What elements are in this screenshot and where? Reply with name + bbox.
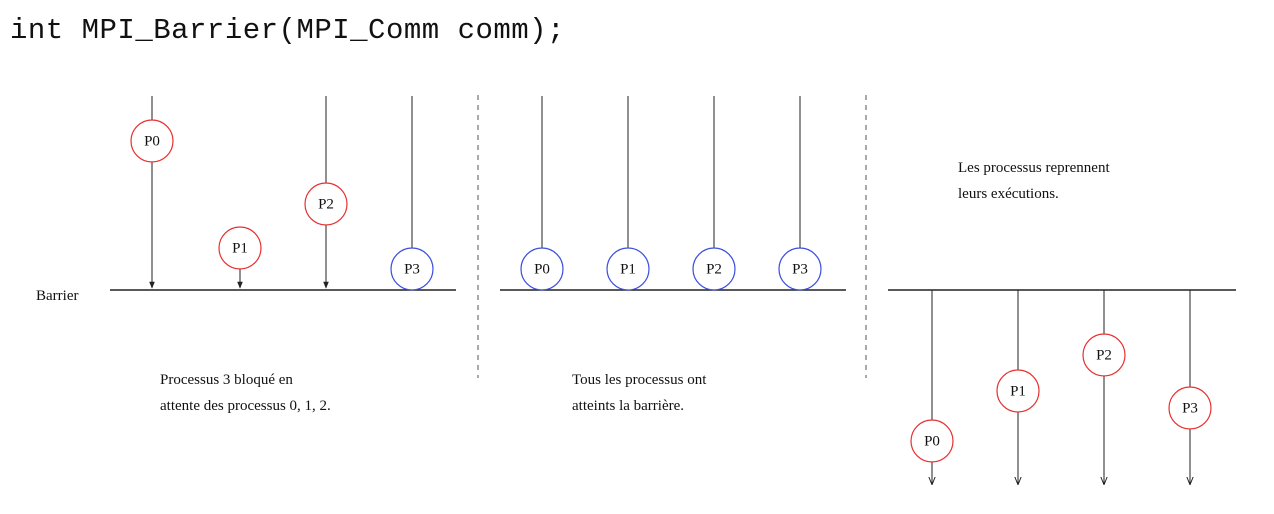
process-node-p0 (520, 247, 564, 291)
process-label-p2: P2 (706, 261, 722, 277)
function-signature: int MPI_Barrier(MPI_Comm comm); (10, 14, 565, 47)
process-label-p0: P0 (534, 261, 550, 277)
process-node-p2 (1082, 333, 1126, 377)
process-label-p1: P1 (232, 240, 248, 256)
process-label-p1: P1 (620, 261, 636, 277)
process-node-p1 (218, 226, 262, 270)
caption-2-line-2: atteints la barrière. (572, 398, 684, 414)
process-node-p3 (778, 247, 822, 291)
process-node-p0 (910, 419, 954, 463)
process-label-p1: P1 (1010, 383, 1026, 399)
barrier-label: Barrier (36, 288, 78, 304)
panel-3: P0 P1 P2 P3 Les processus reprennent leu… (888, 160, 1236, 484)
process-label-p3: P3 (1182, 400, 1198, 416)
process-label-p0: P0 (144, 133, 160, 149)
process-label-p2: P2 (1096, 347, 1112, 363)
process-label-p3: P3 (404, 261, 420, 277)
panel-2: P0 P1 P2 P3 Tous les processus ont attei… (500, 96, 846, 414)
caption-1-line-2: attente des processus 0, 1, 2. (160, 398, 331, 414)
process-node-p1 (996, 369, 1040, 413)
panel-1: P0 P1 P2 P3 Processus 3 bloqué en attent… (110, 96, 456, 414)
caption-2-line-1: Tous les processus ont (572, 372, 707, 388)
caption-1-line-1: Processus 3 bloqué en (160, 372, 293, 388)
process-node-p1 (606, 247, 650, 291)
process-node-p0 (130, 119, 174, 163)
process-node-p3 (390, 247, 434, 291)
process-node-p2 (692, 247, 736, 291)
process-label-p3: P3 (792, 261, 808, 277)
process-node-p3 (1168, 386, 1212, 430)
process-label-p2: P2 (318, 196, 334, 212)
process-node-p2 (304, 182, 348, 226)
caption-3-line-2: leurs exécutions. (958, 186, 1059, 202)
caption-3-line-1: Les processus reprennent (958, 160, 1110, 176)
process-label-p0: P0 (924, 433, 940, 449)
